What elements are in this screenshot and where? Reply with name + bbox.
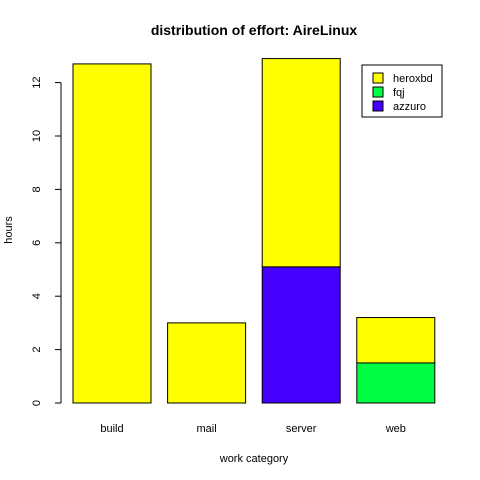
y-axis-label: hours [3, 216, 15, 244]
x-axis-tick-labels: build mail server web [100, 423, 406, 435]
legend-label-heroxbd: heroxbd [393, 73, 433, 85]
legend-swatch-azzuro [372, 100, 384, 112]
legend-swatch-heroxbd [372, 72, 384, 84]
y-tick-label: 4 [31, 293, 43, 299]
bars [72, 58, 436, 404]
y-axis: 0 2 4 6 8 10 12 [31, 76, 62, 406]
chart-title: distribution of effort: AireLinux [151, 22, 358, 38]
y-tick-label: 12 [31, 76, 43, 88]
x-tick-label-server: server [286, 423, 317, 435]
legend-label-azzuro: azzuro [393, 101, 426, 113]
y-tick-label: 6 [31, 240, 43, 246]
bar-server-heroxbd [261, 58, 341, 268]
bar-build-heroxbd [72, 63, 152, 404]
legend-swatch-fqj [372, 86, 384, 98]
bar-web-heroxbd [356, 317, 436, 364]
x-tick-label-mail: mail [197, 423, 217, 435]
bar-web-fqj [356, 362, 436, 404]
bar-server-azzuro [261, 266, 341, 404]
bar-mail-heroxbd [167, 322, 247, 404]
y-tick-label: 10 [31, 130, 43, 142]
y-tick-label: 8 [31, 186, 43, 192]
legend: heroxbd fqj azzuro [361, 64, 443, 118]
x-tick-label-web: web [385, 423, 406, 435]
x-axis-label: work category [219, 453, 289, 465]
y-tick-label: 2 [31, 347, 43, 353]
legend-label-fqj: fqj [393, 87, 405, 99]
x-tick-label-build: build [100, 423, 123, 435]
y-tick-label: 0 [31, 400, 43, 406]
